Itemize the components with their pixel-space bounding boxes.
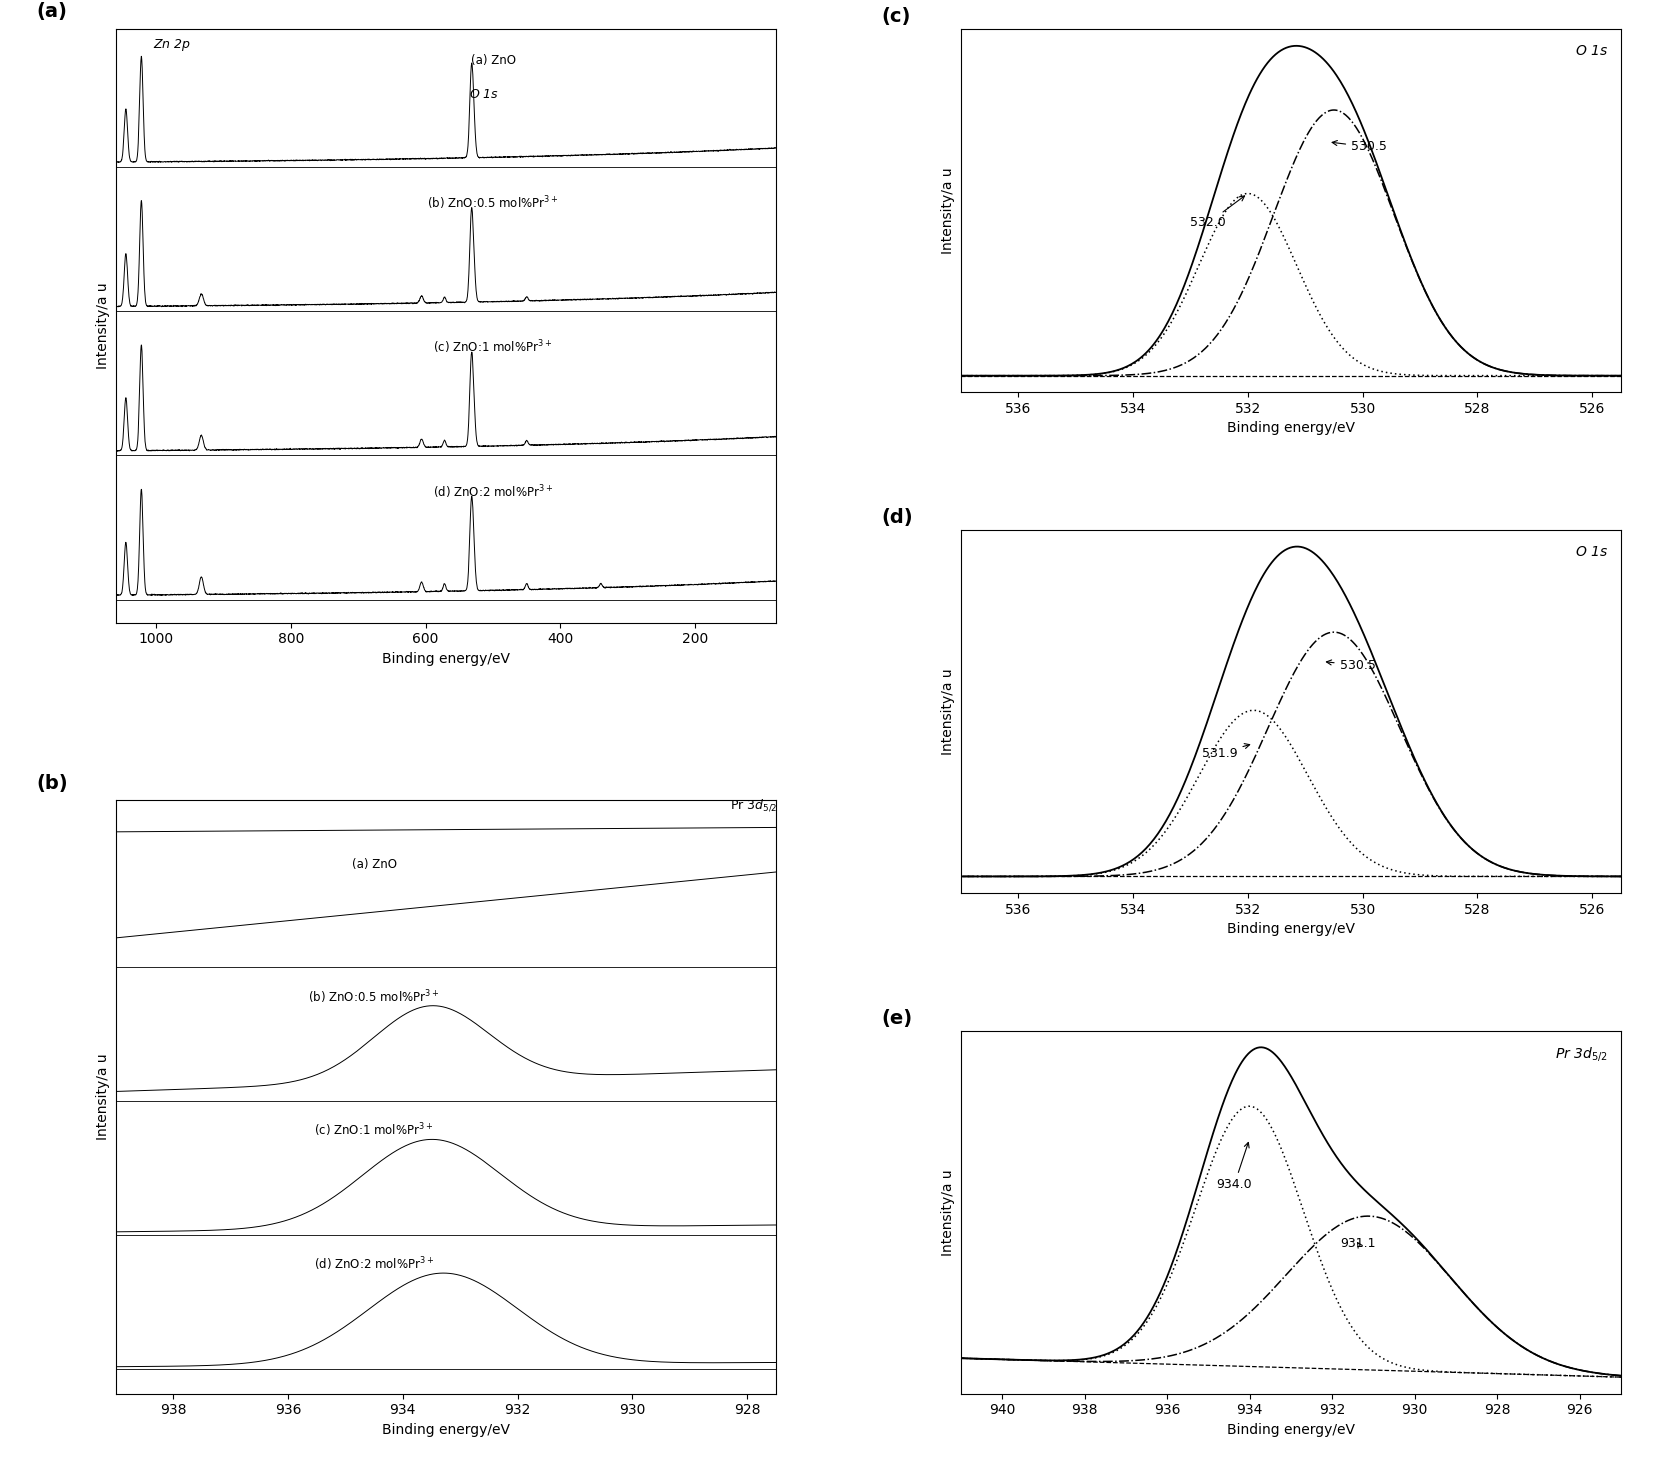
Text: O 1$s$: O 1$s$: [1575, 544, 1608, 559]
Y-axis label: Intensity/a u: Intensity/a u: [96, 1053, 111, 1140]
Text: 532.0: 532.0: [1191, 197, 1244, 229]
Text: O 1$s$: O 1$s$: [470, 88, 500, 101]
Text: (a) ZnO: (a) ZnO: [470, 54, 516, 67]
Text: Pr 3$d_{5/2}$: Pr 3$d_{5/2}$: [1555, 1046, 1608, 1064]
Text: (c) ZnO:1 mol%Pr$^{3+}$: (c) ZnO:1 mol%Pr$^{3+}$: [314, 1122, 433, 1140]
Y-axis label: Intensity/a u: Intensity/a u: [941, 167, 956, 254]
Text: 931.1: 931.1: [1340, 1237, 1376, 1250]
Text: 530.5: 530.5: [1327, 659, 1376, 672]
X-axis label: Binding energy/eV: Binding energy/eV: [382, 651, 509, 666]
Text: (b) ZnO:0.5 mol%Pr$^{3+}$: (b) ZnO:0.5 mol%Pr$^{3+}$: [427, 194, 559, 211]
Text: O 1$s$: O 1$s$: [1575, 44, 1608, 57]
X-axis label: Binding energy/eV: Binding energy/eV: [1227, 923, 1355, 936]
Text: 530.5: 530.5: [1331, 141, 1388, 154]
Text: (d) ZnO:2 mol%Pr$^{3+}$: (d) ZnO:2 mol%Pr$^{3+}$: [314, 1256, 435, 1273]
Text: (c): (c): [882, 7, 911, 26]
Text: (b): (b): [36, 773, 68, 792]
Text: (a): (a): [36, 3, 68, 22]
Text: (c) ZnO:1 mol%Pr$^{3+}$: (c) ZnO:1 mol%Pr$^{3+}$: [433, 339, 552, 356]
Text: (e): (e): [882, 1008, 913, 1027]
X-axis label: Binding energy/eV: Binding energy/eV: [1227, 421, 1355, 436]
Y-axis label: Intensity/a u: Intensity/a u: [941, 1169, 956, 1256]
Text: 531.9: 531.9: [1202, 744, 1250, 760]
Y-axis label: Intensity/a u: Intensity/a u: [96, 283, 111, 370]
Text: (b) ZnO:0.5 mol%Pr$^{3+}$: (b) ZnO:0.5 mol%Pr$^{3+}$: [308, 987, 440, 1005]
Text: (d): (d): [882, 508, 913, 527]
Text: (a) ZnO: (a) ZnO: [352, 858, 397, 871]
Text: (d) ZnO:2 mol%Pr$^{3+}$: (d) ZnO:2 mol%Pr$^{3+}$: [433, 483, 552, 500]
Y-axis label: Intensity/a u: Intensity/a u: [941, 667, 956, 756]
Text: Pr 3$d_{5/2}$: Pr 3$d_{5/2}$: [729, 797, 777, 813]
Text: Zn 2$p$: Zn 2$p$: [152, 37, 190, 53]
X-axis label: Binding energy/eV: Binding energy/eV: [1227, 1423, 1355, 1438]
X-axis label: Binding energy/eV: Binding energy/eV: [382, 1423, 509, 1438]
Text: 934.0: 934.0: [1217, 1143, 1252, 1191]
